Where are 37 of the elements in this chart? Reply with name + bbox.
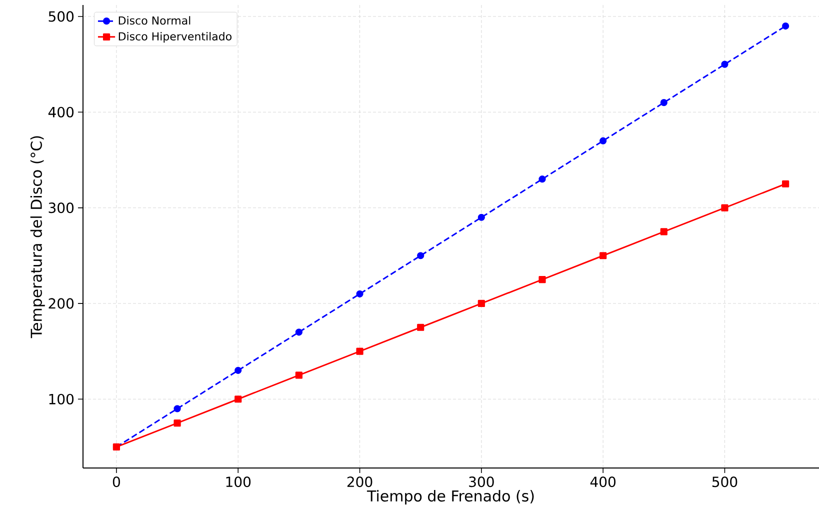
- point: [782, 22, 790, 30]
- y-tick-label: 200: [48, 298, 74, 309]
- y-axis-title: Temperatura del Disco (°C): [30, 136, 45, 338]
- point: [234, 396, 242, 403]
- point: [417, 252, 424, 260]
- y-tick-label: 400: [48, 106, 74, 118]
- legend-label: Disco Normal: [118, 16, 190, 25]
- point: [295, 372, 302, 379]
- point: [721, 204, 728, 212]
- point: [538, 176, 546, 183]
- point: [174, 405, 181, 412]
- x-tick-label: 300: [469, 476, 494, 488]
- y-tick-label: 300: [48, 202, 74, 214]
- x-tick-label: 0: [112, 476, 120, 488]
- point: [478, 300, 485, 308]
- point: [538, 276, 546, 284]
- x-tick-label: 500: [712, 476, 738, 488]
- x-tick-label: 100: [226, 476, 251, 488]
- point: [660, 228, 668, 236]
- x-tick-label: 200: [347, 476, 372, 488]
- point: [356, 348, 364, 355]
- point: [174, 419, 181, 427]
- point: [782, 180, 790, 188]
- y-tick-label: 100: [49, 394, 74, 404]
- point: [417, 324, 424, 331]
- point: [600, 252, 607, 260]
- point: [295, 328, 302, 336]
- point: [600, 137, 607, 144]
- x-axis-title: Tiempo de Frenado (s): [366, 490, 534, 505]
- point: [721, 60, 728, 68]
- legend-label: Disco Hiperventilado: [118, 32, 232, 43]
- point: [478, 214, 485, 221]
- point: [356, 290, 364, 298]
- point: [234, 366, 242, 374]
- y-tick-label: 500: [48, 11, 74, 22]
- point: [660, 99, 668, 106]
- x-tick-label: 400: [590, 476, 616, 488]
